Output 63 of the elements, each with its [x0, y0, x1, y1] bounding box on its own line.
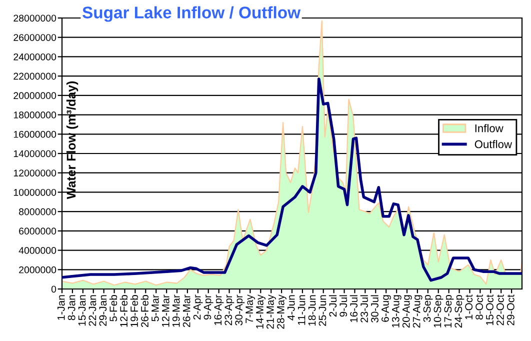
x-tick-label: 10-Sep: [434, 294, 444, 328]
x-tick-label: 19-Feb: [130, 294, 138, 327]
x-tick-label: 25-Jun: [318, 295, 326, 326]
legend-label: Outflow: [474, 140, 512, 148]
x-tick-label: 22-Oct: [496, 294, 504, 326]
y-axis-title: Water Flow (m³/day): [66, 81, 78, 200]
y-tick-label: 16000000: [14, 130, 56, 138]
x-tick-label: 15-Oct: [486, 294, 494, 326]
y-tick-label: 26000000: [14, 34, 56, 41]
legend-label: Inflow: [475, 124, 504, 132]
chart-title: Sugar Lake Inflow / Outflow: [82, 6, 301, 22]
x-tick-label: 24-Sep: [454, 294, 464, 328]
y-tick-label: 4000000: [18, 247, 56, 254]
x-tick-label: 30-Apr: [235, 294, 245, 326]
x-tick-label: 5-Feb: [109, 294, 118, 322]
y-tick-label: 12000000: [14, 170, 56, 176]
y-tick-label: 22000000: [14, 72, 56, 80]
y-tick-label: 0: [51, 286, 56, 293]
x-tick-label: 2-Jul: [328, 295, 337, 317]
x-tick-label: 9-Apr: [204, 294, 214, 320]
y-tick-label: 18000000: [14, 112, 56, 118]
y-tick-label: 28000000: [14, 14, 56, 22]
x-tick-label: 18-Jun: [308, 295, 316, 326]
x-tick-label: 28-May: [276, 294, 286, 329]
x-tick-label: 20-Aug: [402, 295, 412, 328]
x-tick-label: 16-Apr: [214, 294, 224, 326]
x-tick-label: 6-Aug: [382, 295, 391, 322]
x-tick-label: 29-Oct: [506, 294, 514, 326]
x-tick-label: 8-Oct: [476, 294, 483, 320]
x-tick-label: 1-Oct: [465, 294, 473, 320]
x-tick-label: 19-Mar: [172, 294, 180, 327]
x-tick-label: 29-Jan: [99, 295, 107, 326]
y-tick-label: 8000000: [19, 208, 56, 216]
y-tick-label: 2000000: [19, 266, 56, 274]
x-tick-label: 14-May: [256, 294, 266, 328]
x-tick-label: 13-Aug: [392, 295, 402, 328]
x-tick-label: 30-Jul: [370, 295, 378, 323]
x-tick-label: 23-Jul: [360, 295, 368, 322]
x-tick-label: 3-Sep: [423, 294, 433, 322]
x-tick-label: 15-Jan: [78, 295, 86, 326]
x-tick-label: 8-Jan: [68, 295, 76, 320]
y-tick-label: 10000000: [14, 188, 56, 196]
y-tick-label: 24000000: [14, 53, 56, 60]
x-tick-label: 7-May: [246, 294, 256, 323]
x-tick-label: 2-Apr: [193, 294, 203, 320]
x-tick-label: 1-Jan: [58, 295, 65, 320]
x-tick-label: 12-Feb: [120, 294, 128, 327]
x-tick-label: 26-Mar: [182, 294, 190, 328]
x-tick-label: 16-Jul: [350, 295, 358, 322]
x-tick-label: 12-Mar: [162, 294, 170, 327]
y-tick-label: 14000000: [14, 150, 56, 158]
x-tick-label: 9-Jul: [339, 295, 348, 317]
y-tick-label: 6000000: [19, 228, 56, 235]
x-tick-label: 26-Feb: [140, 294, 148, 328]
x-tick-label: 21-May: [266, 294, 276, 329]
x-tick-label: 22-Jan: [88, 295, 96, 326]
y-tick-label: 20000000: [14, 92, 56, 100]
x-tick-label: 11-Jun: [298, 295, 306, 325]
x-tick-label: 4-Jun: [288, 295, 295, 320]
x-tick-label: 17-Sep: [444, 294, 454, 328]
x-tick-label: 5-Mar: [152, 294, 159, 322]
x-tick-label: 27-Aug: [412, 295, 422, 328]
x-tick-label: 23-Apr: [224, 294, 234, 326]
